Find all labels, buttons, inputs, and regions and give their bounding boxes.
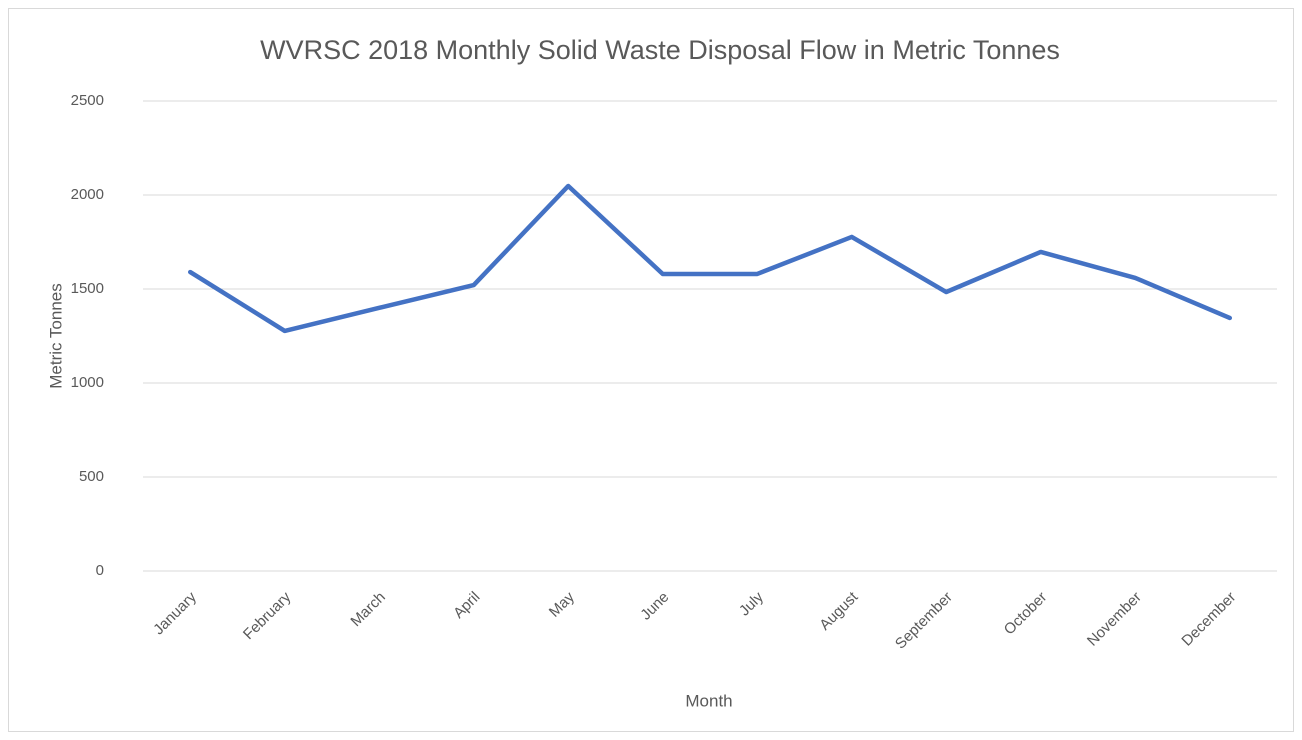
chart-border (8, 8, 1294, 732)
y-tick-label: 1500 (71, 280, 104, 297)
x-axis-label: Month (685, 691, 732, 710)
y-tick-label: 2500 (71, 92, 104, 109)
data-line (188, 183, 1232, 334)
chart-title: WVRSC 2018 Monthly Solid Waste Disposal … (260, 35, 1060, 65)
y-tick-label: 1000 (71, 374, 104, 391)
y-tick-label: 0 (96, 562, 104, 579)
y-tick-label: 500 (79, 468, 104, 485)
y-tick-label: 2000 (71, 186, 104, 203)
y-axis-label: Metric Tonnes (46, 283, 65, 389)
